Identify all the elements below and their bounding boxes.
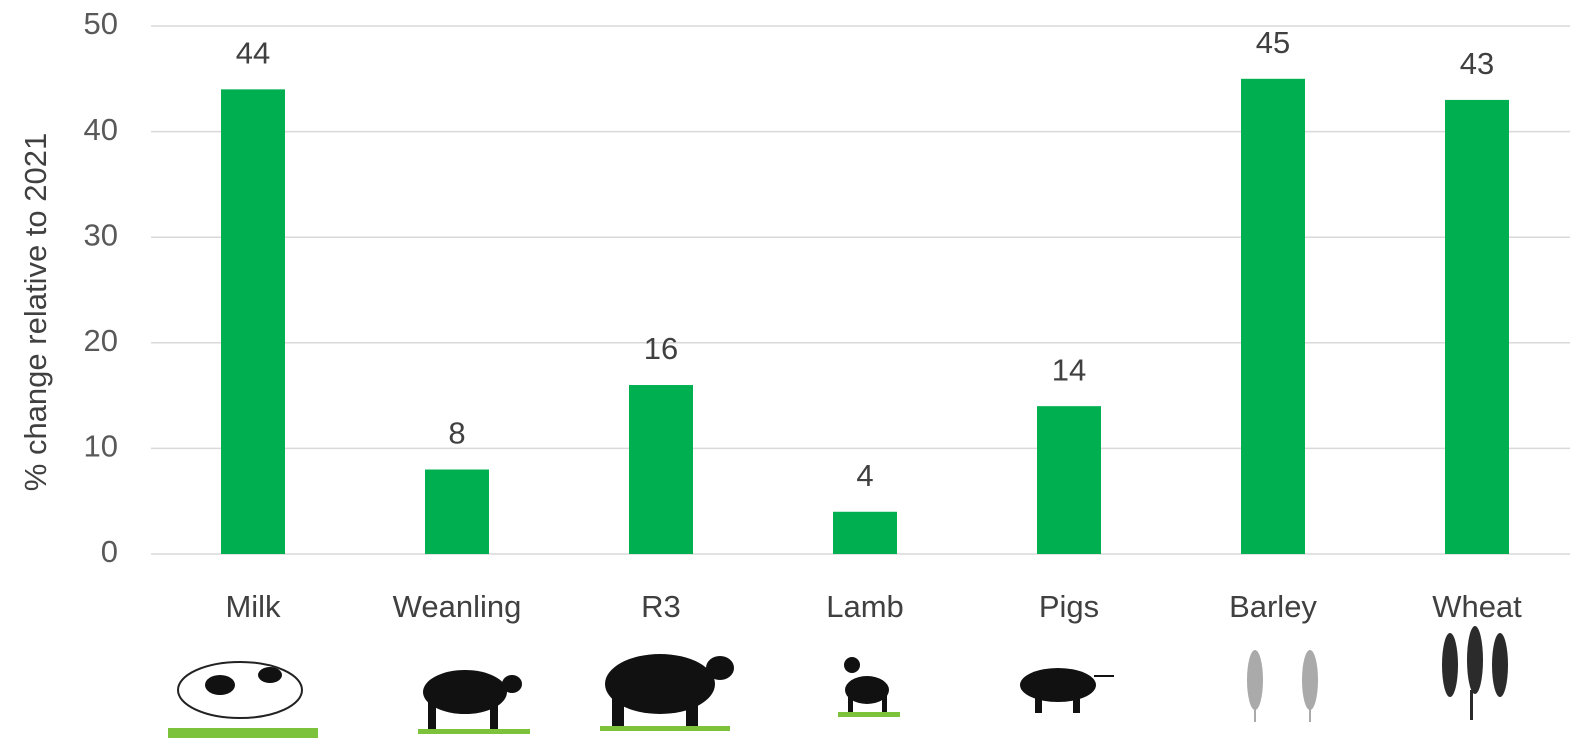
data-label: 16 [644,331,678,366]
data-label: 43 [1460,46,1494,81]
data-label: 45 [1256,25,1290,60]
data-label: 4 [856,458,873,493]
x-tick-label: R3 [641,589,681,624]
bar [1037,406,1101,554]
y-tick-label: 40 [84,112,118,147]
data-label: 44 [236,36,270,71]
bar [1241,78,1305,555]
barley-icon [1247,650,1318,722]
icons [168,626,1508,738]
x-tick-label: Lamb [826,589,904,624]
bar [221,89,285,555]
lamb-icon [838,657,900,717]
data-label: 8 [448,416,465,451]
bar [425,469,489,554]
data-label: 14 [1052,352,1086,387]
x-tick-label: Barley [1229,589,1317,624]
weanling-icon [418,670,530,734]
y-axis-label: % change relative to 2021 [18,133,53,491]
cow-icon [168,661,318,738]
x-tick-label: Weanling [393,589,522,624]
y-tick-label: 10 [84,429,118,464]
x-tick-label: Pigs [1039,589,1099,624]
y-tick-label: 0 [101,534,118,569]
bar [629,385,693,554]
x-tick-label: Wheat [1432,589,1522,624]
y-tick-label: 50 [84,6,118,41]
bar [833,511,897,554]
wheat-icon [1442,626,1508,720]
pig-icon [1020,668,1114,713]
x-tick-label: Milk [225,589,281,624]
bull-icon [600,654,734,731]
y-tick-label: 20 [84,323,118,358]
y-tick-label: 30 [84,217,118,252]
bar [1445,99,1509,555]
